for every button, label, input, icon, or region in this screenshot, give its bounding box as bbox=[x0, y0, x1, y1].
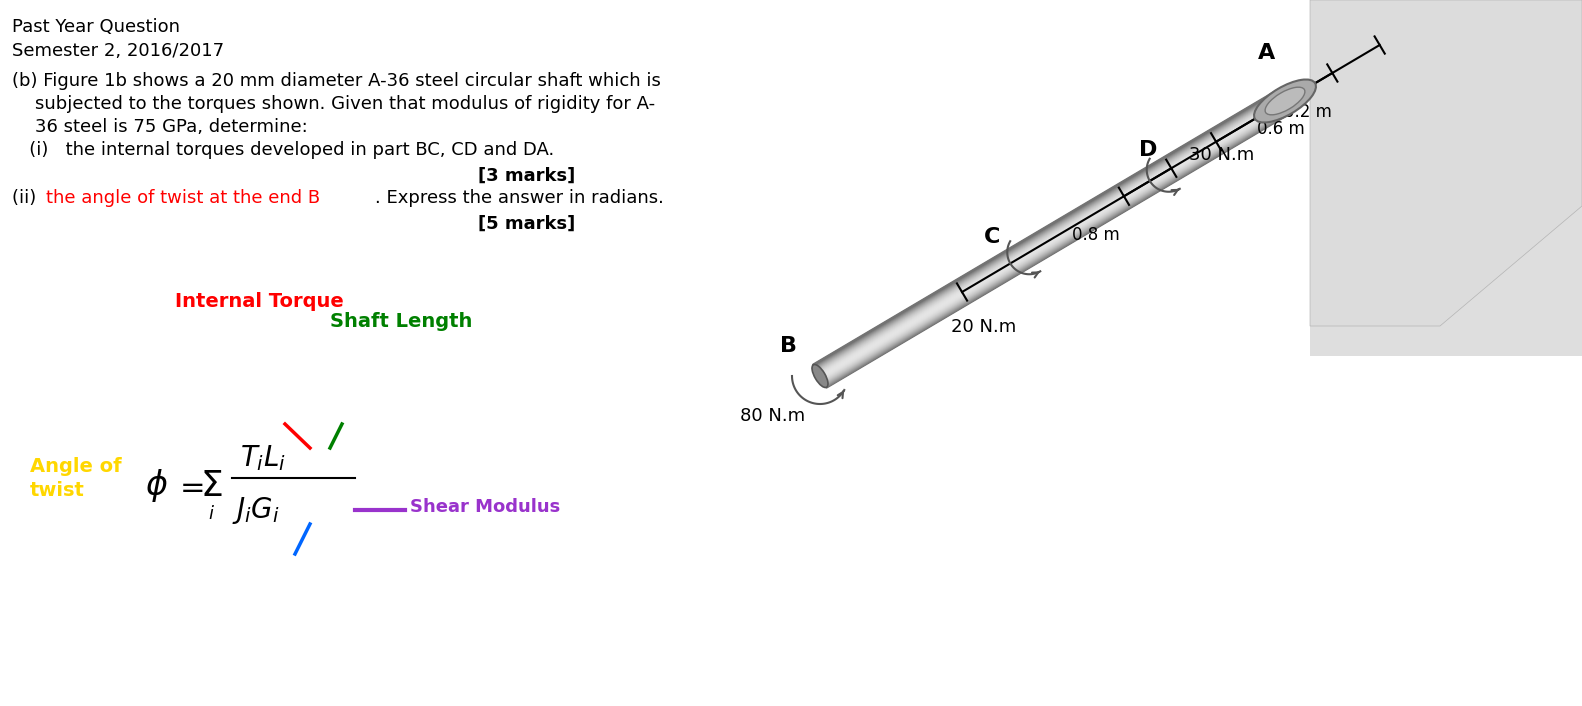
Text: . Express the answer in radians.: . Express the answer in radians. bbox=[375, 189, 664, 207]
Text: $\phi$: $\phi$ bbox=[146, 467, 168, 505]
Text: $=$: $=$ bbox=[174, 472, 204, 501]
Text: (b) Figure 1b shows a 20 mm diameter A-36 steel circular shaft which is: (b) Figure 1b shows a 20 mm diameter A-3… bbox=[13, 72, 661, 90]
Text: Shaft Length: Shaft Length bbox=[331, 312, 473, 331]
Text: (i)   the internal torques developed in part BC, CD and DA.: (i) the internal torques developed in pa… bbox=[13, 141, 554, 159]
Ellipse shape bbox=[812, 364, 827, 388]
Text: [5 marks]: [5 marks] bbox=[478, 215, 574, 233]
Text: Shear Modulus: Shear Modulus bbox=[410, 498, 560, 516]
Text: B: B bbox=[780, 336, 797, 356]
Text: 0.6 m: 0.6 m bbox=[1256, 119, 1305, 138]
Text: 20 N.m: 20 N.m bbox=[951, 318, 1017, 336]
Text: Semester 2, 2016/2017: Semester 2, 2016/2017 bbox=[13, 42, 225, 60]
Text: [3 marks]: [3 marks] bbox=[478, 167, 574, 185]
Text: Past Year Question: Past Year Question bbox=[13, 18, 180, 36]
Ellipse shape bbox=[1266, 87, 1305, 115]
Text: $i$: $i$ bbox=[207, 505, 215, 523]
Ellipse shape bbox=[1255, 80, 1316, 123]
Polygon shape bbox=[1310, 0, 1582, 326]
Text: Internal Torque: Internal Torque bbox=[176, 292, 343, 311]
Text: 0.8 m: 0.8 m bbox=[1071, 226, 1120, 244]
Text: $T_iL_i$: $T_iL_i$ bbox=[240, 443, 286, 473]
Text: $J_iG_i$: $J_iG_i$ bbox=[233, 494, 280, 525]
Text: subjected to the torques shown. Given that modulus of rigidity for A-: subjected to the torques shown. Given th… bbox=[13, 95, 655, 113]
Text: C: C bbox=[984, 227, 1001, 247]
Text: 80 N.m: 80 N.m bbox=[740, 407, 805, 425]
Text: A: A bbox=[1258, 43, 1275, 63]
Text: 30 N.m: 30 N.m bbox=[1188, 145, 1255, 164]
Text: Angle of: Angle of bbox=[30, 457, 122, 476]
Text: $\Sigma$: $\Sigma$ bbox=[199, 469, 223, 503]
Polygon shape bbox=[1310, 0, 1582, 356]
Text: D: D bbox=[1139, 140, 1156, 160]
Text: the angle of twist at the end B: the angle of twist at the end B bbox=[46, 189, 320, 207]
Text: (ii): (ii) bbox=[13, 189, 43, 207]
Text: 36 steel is 75 GPa, determine:: 36 steel is 75 GPa, determine: bbox=[13, 118, 308, 136]
Text: twist: twist bbox=[30, 481, 85, 500]
Text: 0.2 m: 0.2 m bbox=[1285, 103, 1332, 121]
